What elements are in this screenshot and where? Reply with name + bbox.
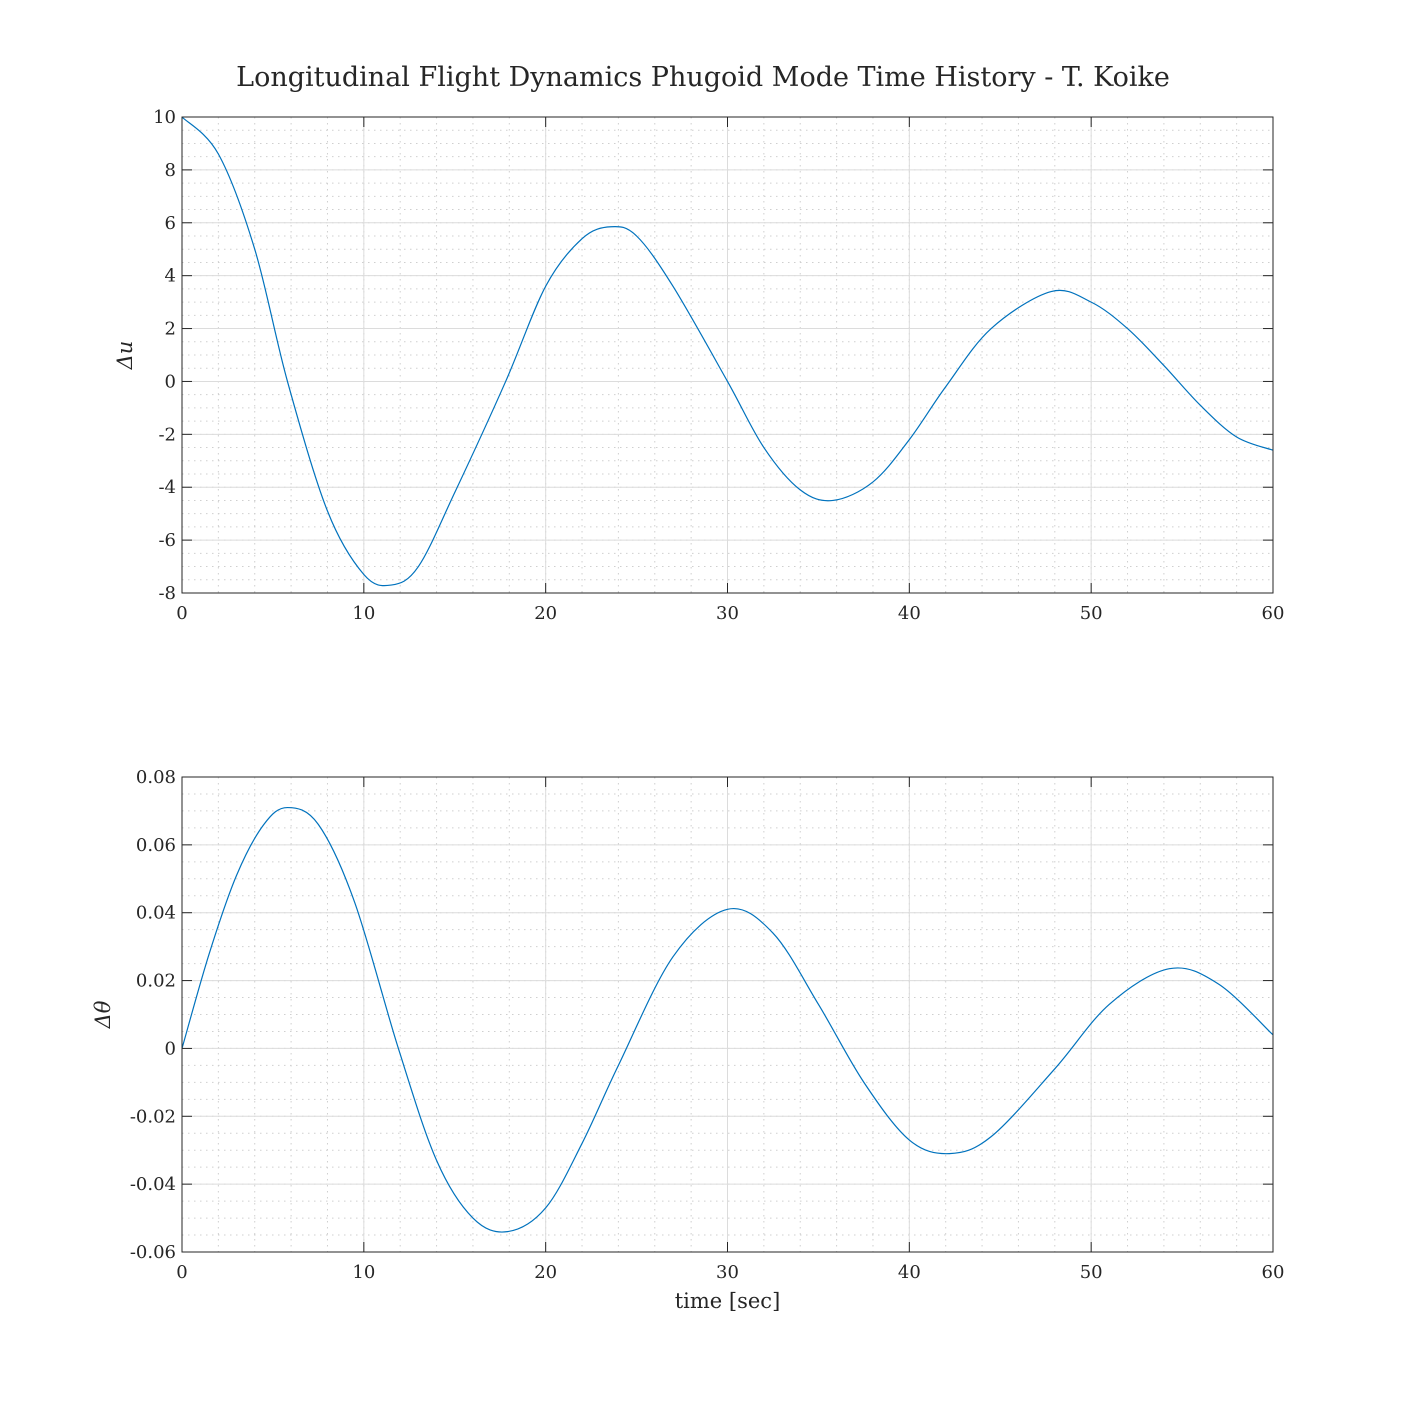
subplot-2-ytick-label: 0.08	[136, 767, 176, 788]
subplot-2-series-line-1	[181, 806, 1274, 1233]
subplot-1-xtick-label: 0	[176, 603, 187, 624]
velocity-subplot: 0 10 20 30 40 50 60 -8 -6 -4 -2 0 2 4 6 8 10 Δu	[113, 107, 1284, 624]
subplot-1-ytick-label: -6	[158, 530, 176, 551]
subplot-1-ytick-label: 0	[165, 371, 176, 392]
subplot-1-xtick-label: 40	[898, 603, 921, 624]
subplot-1-ylabel: Δu	[113, 341, 137, 371]
subplot-1-ytick-label: 8	[165, 160, 176, 181]
subplot-2-ytick-label: 0.02	[136, 971, 176, 992]
subplot-2-xtick-label: 0	[176, 1262, 187, 1283]
subplot-1-xtick-label: 60	[1262, 603, 1285, 624]
subplot-2-xtick-label: 60	[1262, 1262, 1285, 1283]
subplot-2-xtick-label: 10	[352, 1262, 375, 1283]
subplot-1-ytick-label: -8	[158, 583, 176, 604]
subplot-2-ytick-label: -0.02	[130, 1106, 176, 1127]
subplot-1-ytick-label: 2	[165, 319, 176, 340]
subplot-2-ytick-label: 0.06	[136, 835, 176, 856]
subplot-1-xtick-label: 30	[716, 603, 739, 624]
subplot-1-xtick-label: 20	[534, 603, 557, 624]
subplot-2-xtick-label: 30	[716, 1262, 739, 1283]
subplot-2-xlabel: time [sec]	[675, 1289, 781, 1313]
subplot-1-xtick-label: 50	[1080, 603, 1103, 624]
subplot-1-ytick-label: -4	[158, 477, 176, 498]
subplot-1-xtick-label: 10	[352, 603, 375, 624]
subplot-2-ytick-label: -0.06	[130, 1242, 176, 1263]
subplot-2-ylabel: Δθ	[91, 1000, 115, 1029]
subplot-1-ytick-label: 4	[165, 266, 176, 287]
subplot-2-xtick-label: 50	[1080, 1262, 1103, 1283]
subplot-1-ytick-label: 10	[153, 107, 176, 128]
subplot-2-ytick-label: 0.04	[136, 903, 176, 924]
subplot-1-ytick-label: 6	[165, 213, 176, 234]
subplot-1-series-line-1	[181, 116, 1274, 587]
subplot-2-xtick-label: 40	[898, 1262, 921, 1283]
subplot-2-ytick-label: -0.04	[130, 1174, 176, 1195]
subplot-2-ytick-label: 0	[165, 1038, 176, 1059]
figure-title: Longitudinal Flight Dynamics Phugoid Mod…	[236, 62, 1170, 93]
subplot-2-xtick-label: 20	[534, 1262, 557, 1283]
pitch-subplot: 0 10 20 30 40 50 60 -0.06 -0.04 -0.02 0 0.02 0.04 0.0…	[91, 767, 1284, 1313]
subplot-1-ytick-label: -2	[158, 424, 176, 445]
